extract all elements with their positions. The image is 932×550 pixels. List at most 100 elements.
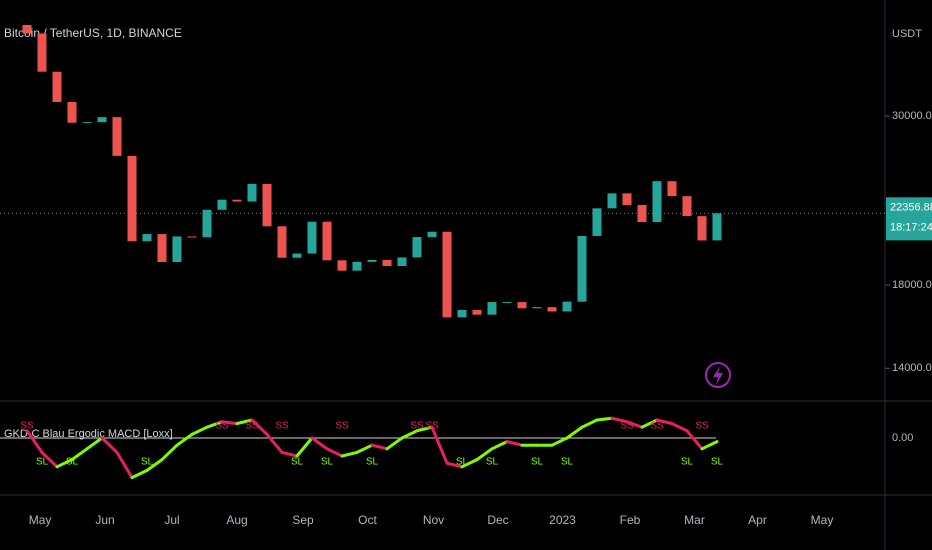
indicator-segment: [145, 458, 164, 472]
time-tick-label: 2023: [549, 513, 576, 527]
indicator-tick-label: 0.00: [892, 432, 913, 444]
indicator-segment: [550, 436, 569, 447]
candle: [367, 259, 377, 262]
indicator-segment: [565, 425, 584, 440]
signal-label: SL: [366, 457, 379, 468]
candle: [22, 25, 32, 34]
indicator-segment: [595, 416, 614, 422]
indicator-segment: [70, 447, 89, 462]
indicator-segment: [55, 458, 74, 469]
indicator-segment: [325, 447, 344, 458]
signal-label: SS: [245, 421, 259, 432]
price-tick-label: 30000.00: [892, 110, 932, 122]
signal-label: SL: [681, 457, 694, 468]
signal-label: SL: [141, 457, 154, 468]
time-tick-label: Aug: [226, 513, 247, 527]
indicator-segment: [445, 461, 464, 469]
candle: [352, 261, 362, 271]
candle: [637, 204, 647, 223]
indicator-segment: [115, 450, 134, 480]
time-tick-label: Feb: [620, 513, 641, 527]
candle: [622, 193, 632, 205]
signal-label: SL: [456, 457, 469, 468]
indicator-segment: [655, 418, 674, 426]
indicator-segment: [490, 440, 509, 451]
indicator-segment: [670, 422, 689, 433]
candle: [517, 302, 527, 309]
signal-label: SS: [335, 421, 349, 432]
signal-label: SS: [650, 421, 664, 432]
candle: [472, 309, 482, 315]
candle: [112, 117, 122, 156]
candle: [82, 122, 92, 124]
time-tick-label: Mar: [684, 513, 705, 527]
signal-label: SL: [486, 457, 499, 468]
candle: [652, 181, 662, 223]
candle: [322, 221, 332, 261]
candle: [712, 213, 722, 241]
indicator-segment: [25, 429, 44, 454]
candle: [532, 307, 542, 309]
signal-label: SL: [321, 457, 334, 468]
candle: [157, 234, 167, 263]
candle: [502, 302, 512, 304]
signal-label: SS: [20, 421, 34, 432]
indicator-segment: [205, 420, 224, 429]
indicator-segment: [400, 429, 419, 440]
indicator-segment: [625, 420, 644, 429]
indicator-segment: [415, 425, 434, 433]
countdown-label: 18:17:24: [890, 221, 932, 233]
signal-label: SS: [275, 421, 289, 432]
signal-label: SS: [695, 421, 709, 432]
indicator-segment: [220, 420, 239, 426]
candle: [487, 302, 497, 315]
indicator-segment: [370, 443, 389, 451]
indicator-segment: [265, 432, 284, 454]
indicator-segment: [280, 450, 299, 458]
time-tick-label: Jul: [164, 513, 179, 527]
signal-label: SS: [425, 421, 439, 432]
candle: [292, 253, 302, 258]
indicator-segment: [385, 436, 404, 451]
candle: [172, 236, 182, 263]
candle: [262, 183, 272, 227]
candle: [427, 231, 437, 238]
candle: [547, 307, 557, 312]
signal-label: SS: [620, 421, 634, 432]
signal-label: SL: [66, 457, 79, 468]
indicator-title: GKD-C Blau Ergodic MACD [Loxx]: [4, 428, 173, 440]
currency-label: USDT: [892, 28, 922, 40]
candle: [202, 209, 212, 238]
indicator-segment: [685, 429, 704, 451]
candle: [142, 234, 152, 242]
candle: [562, 301, 572, 312]
candle: [607, 193, 617, 209]
price-tick-label: 18000.00: [892, 279, 932, 291]
candle: [37, 33, 47, 72]
indicator-segment: [430, 425, 449, 465]
signal-label: SS: [215, 421, 229, 432]
indicator-segment: [475, 447, 494, 462]
indicator-segment: [505, 440, 524, 447]
indicator-segment: [130, 468, 149, 480]
signal-label: SL: [561, 457, 574, 468]
indicator-segment: [460, 458, 479, 469]
indicator-segment: [235, 418, 254, 426]
candle: [307, 221, 317, 254]
indicator-segment: [580, 418, 599, 429]
indicator-segment: [85, 436, 104, 451]
last-price-box: [886, 197, 932, 241]
candle: [97, 117, 107, 123]
indicator-segment: [175, 432, 194, 447]
price-tick-label: 14000.00: [892, 362, 932, 374]
candle: [232, 199, 242, 202]
symbol-title: Bitcoin / TetherUS, 1D, BINANCE: [4, 26, 182, 40]
candle: [382, 259, 392, 266]
indicator-segment: [310, 436, 329, 451]
indicator-segment: [340, 450, 359, 458]
indicator-segment: [640, 418, 659, 429]
time-tick-label: Jun: [95, 513, 114, 527]
